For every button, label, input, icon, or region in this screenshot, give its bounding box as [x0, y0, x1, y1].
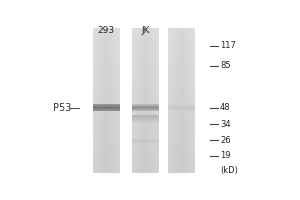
Text: 34: 34 — [220, 120, 231, 129]
Text: 117: 117 — [220, 41, 236, 50]
Text: (kD): (kD) — [220, 166, 238, 175]
Text: P53: P53 — [52, 103, 71, 113]
Text: 26: 26 — [220, 136, 231, 145]
Text: 293: 293 — [98, 26, 115, 35]
Text: 85: 85 — [220, 61, 231, 70]
Text: 48: 48 — [220, 103, 231, 112]
Text: JK: JK — [141, 26, 150, 35]
Text: 19: 19 — [220, 151, 230, 160]
